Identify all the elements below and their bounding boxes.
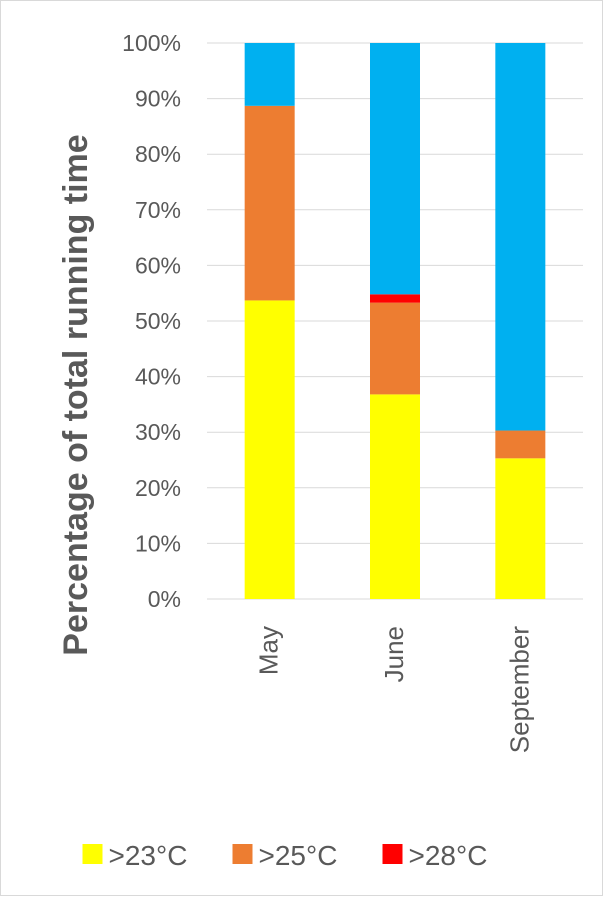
y-tick-label: 60%	[135, 252, 181, 278]
y-tick-label: 30%	[135, 419, 181, 445]
bar-segment	[495, 430, 546, 459]
x-tick-label: September	[504, 626, 534, 754]
x-tick-label: May	[254, 626, 284, 675]
bar-segment	[244, 43, 295, 106]
y-tick-label: 20%	[135, 475, 181, 501]
x-tick-label: June	[379, 626, 409, 682]
bar-segment	[244, 105, 295, 301]
y-tick-label: 100%	[122, 30, 181, 56]
bar-segment	[495, 43, 546, 431]
bar-segment	[495, 458, 546, 599]
y-axis-label: Percentage of total running time	[57, 134, 95, 655]
legend-swatch	[82, 844, 103, 864]
y-tick-label: 10%	[135, 530, 181, 556]
legend-label: >28°C	[409, 840, 488, 871]
bar-segment	[370, 302, 420, 395]
y-tick-label: 40%	[135, 364, 181, 390]
y-tick-label: 70%	[135, 197, 181, 223]
y-tick-label: 50%	[135, 308, 181, 334]
bar-segment	[370, 294, 420, 303]
y-tick-label: 90%	[135, 86, 181, 112]
bar-segment	[244, 300, 295, 599]
bar-segment	[370, 394, 420, 599]
y-tick-labels: 0% 10% 20% 30% 40% 50% 60% 70% 80% 90% 100%	[122, 30, 181, 612]
bar-segment	[370, 43, 420, 295]
legend-label: >23°C	[109, 840, 188, 871]
x-tick-labels: May June September	[254, 626, 535, 754]
legend: >23°C >25°C >28°C	[82, 840, 488, 871]
bars	[244, 43, 546, 599]
legend-swatch	[382, 844, 403, 864]
y-tick-label: 80%	[135, 141, 181, 167]
legend-label: >25°C	[259, 840, 338, 871]
legend-swatch	[232, 844, 253, 864]
y-tick-label: 0%	[148, 586, 181, 612]
